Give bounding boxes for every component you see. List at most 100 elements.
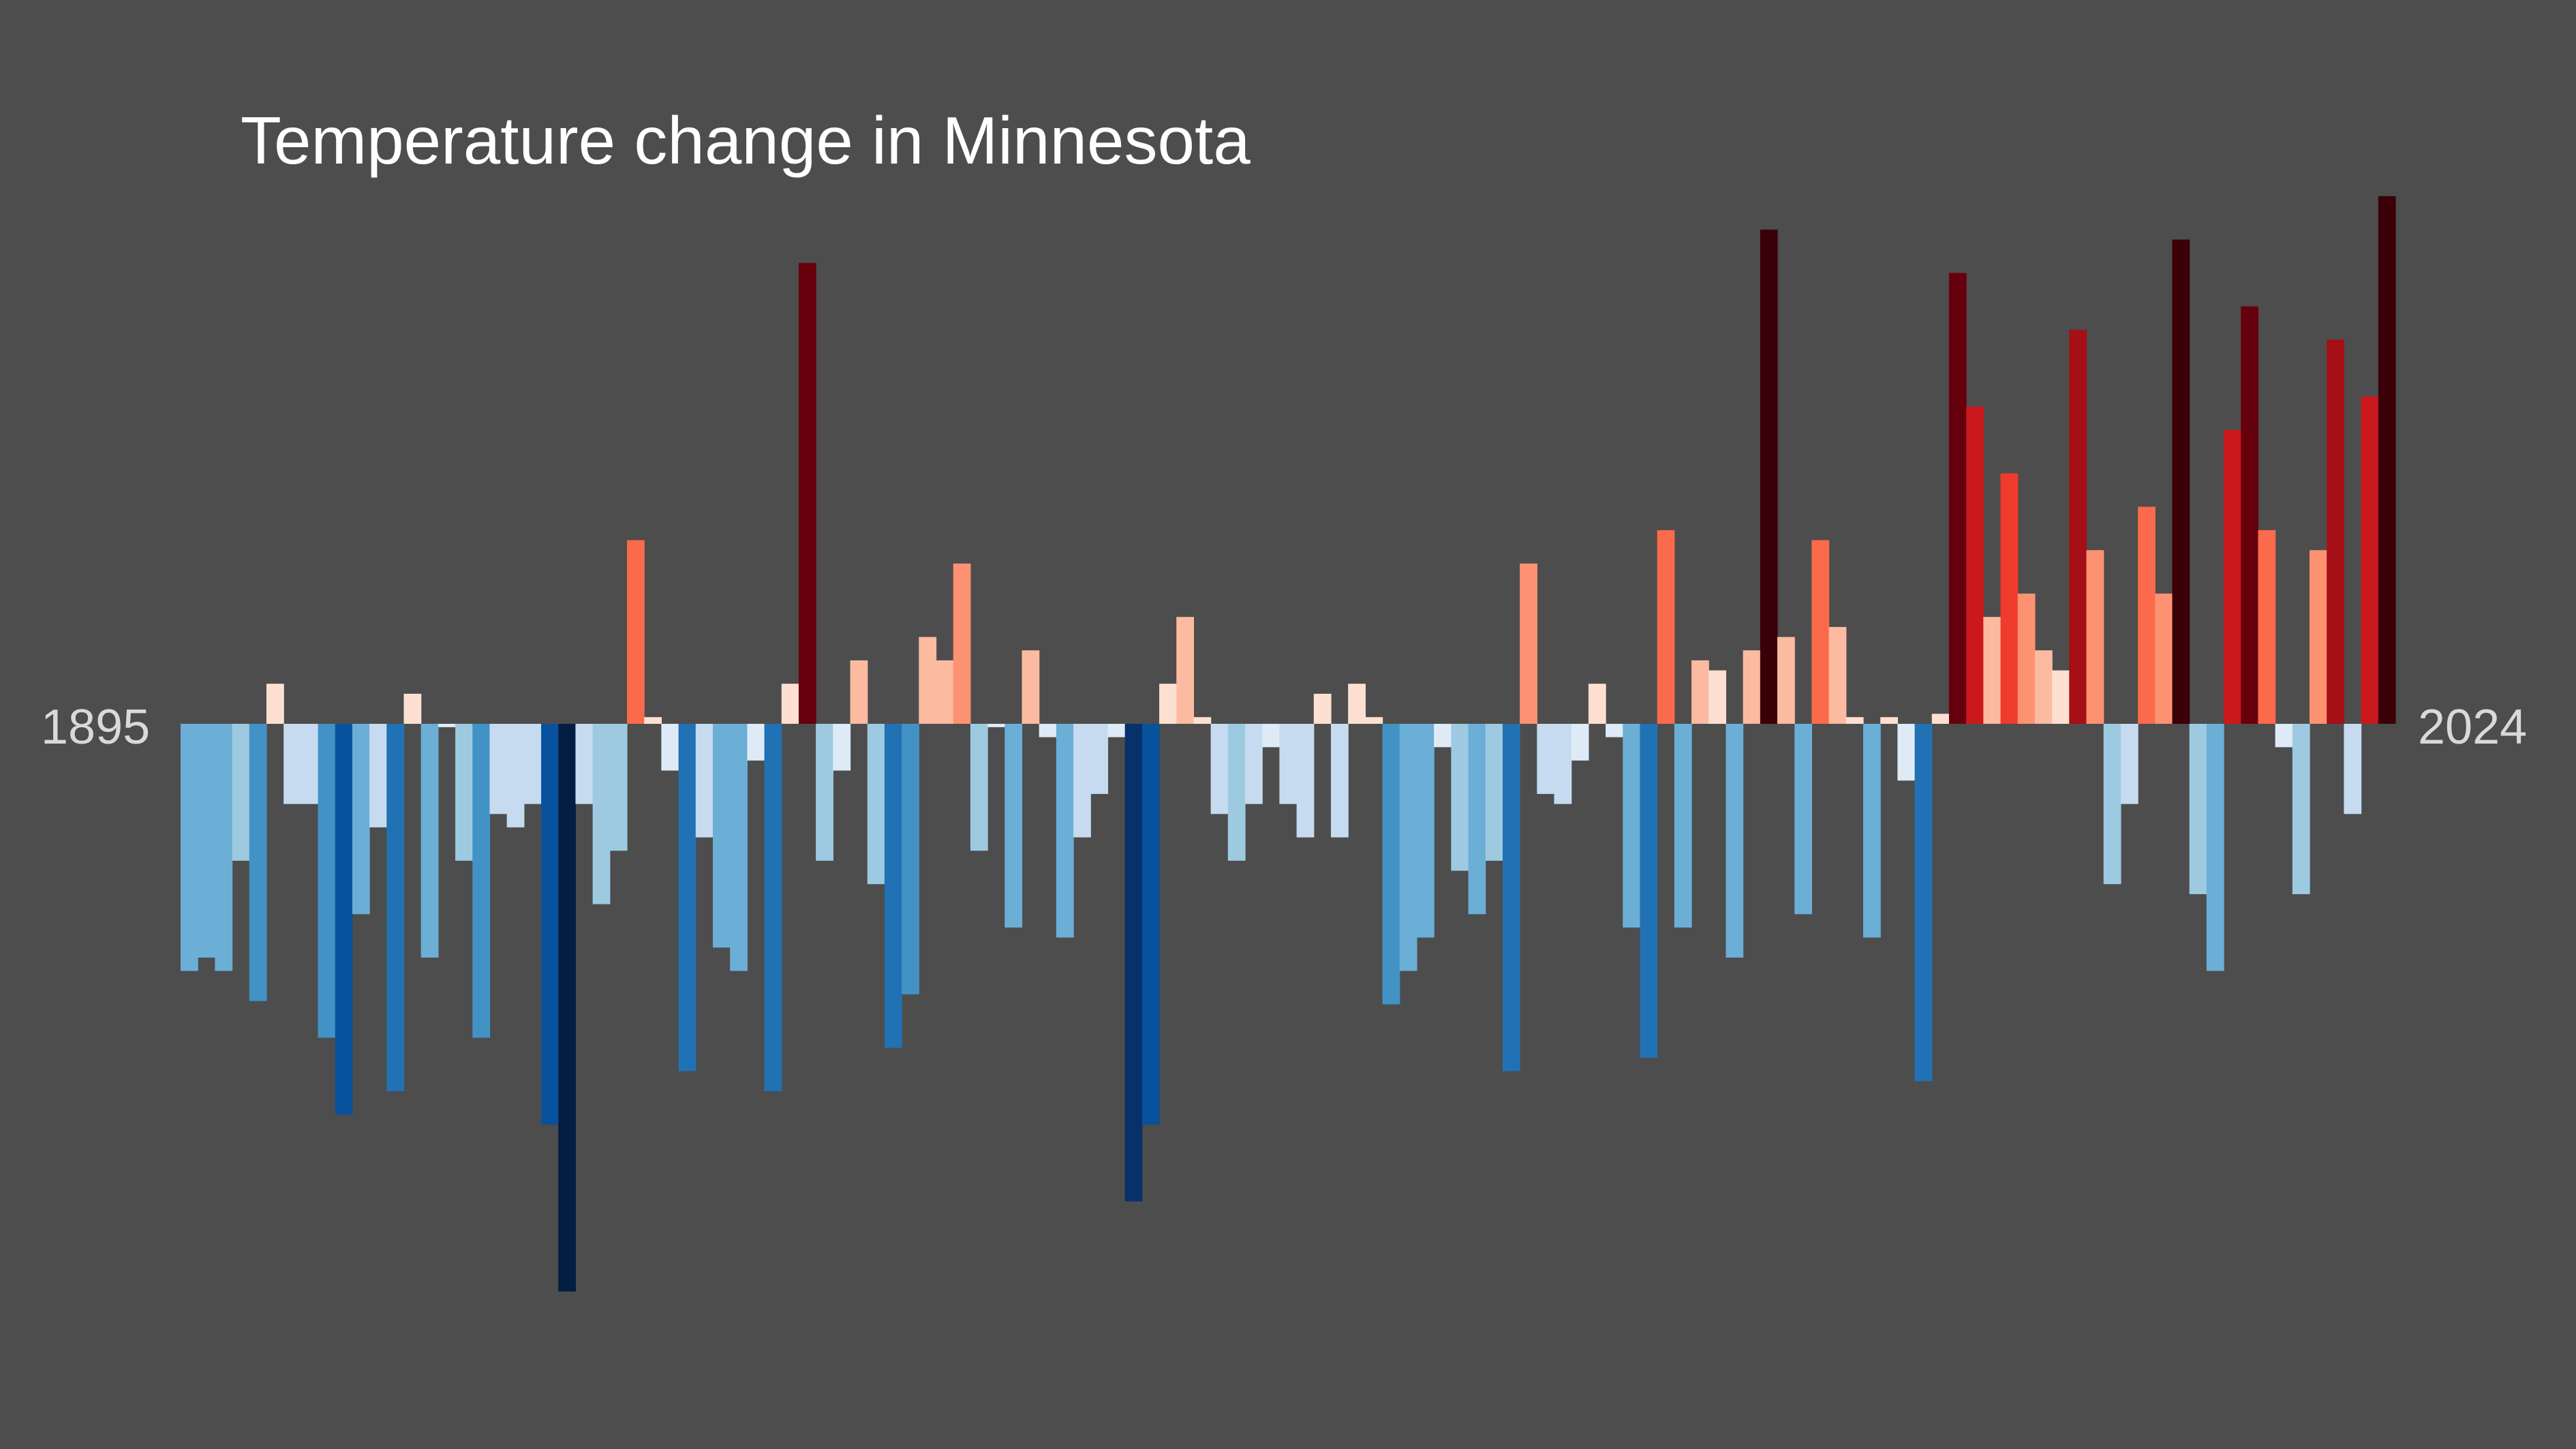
bar-1985 [1726, 724, 1744, 958]
bar-2015 [2241, 306, 2259, 724]
bar-1978 [1606, 724, 1623, 737]
bar-1920 [609, 724, 628, 851]
bar-1972 [1502, 724, 1520, 1071]
bar-1963 [1348, 684, 1366, 724]
bar-1953 [1176, 617, 1195, 724]
bar-1959 [1279, 724, 1298, 804]
bar-2016 [2258, 530, 2276, 724]
bar-1977 [1588, 684, 1606, 724]
bar-1969 [1451, 724, 1469, 871]
bar-2012 [2189, 724, 2207, 894]
bar-1981 [1657, 530, 1675, 724]
bar-2009 [2138, 506, 2156, 724]
bar-1902 [301, 724, 319, 804]
bar-1988 [1777, 637, 1795, 724]
bar-1900 [266, 684, 284, 724]
bar-1932 [816, 724, 833, 861]
bar-1982 [1674, 724, 1692, 928]
bar-1930 [781, 684, 799, 724]
bar-1931 [798, 262, 816, 724]
bar-1914 [506, 724, 525, 827]
bar-2017 [2275, 724, 2293, 748]
bar-1962 [1330, 724, 1349, 838]
bar-1991 [1828, 626, 1847, 724]
bar-1955 [1210, 724, 1229, 814]
bar-1986 [1743, 650, 1761, 724]
bar-1903 [318, 724, 336, 1038]
bar-1973 [1520, 563, 1537, 724]
bar-1938 [919, 637, 937, 724]
bar-1946 [1056, 724, 1074, 938]
bar-1961 [1313, 693, 1332, 724]
bar-1923 [661, 724, 679, 771]
bar-1994 [1880, 717, 1898, 724]
bar-1901 [283, 724, 301, 804]
bar-1976 [1571, 724, 1589, 761]
bar-1918 [575, 724, 594, 804]
bar-2018 [2292, 724, 2310, 894]
bar-1913 [489, 724, 508, 814]
bar-1993 [1862, 724, 1881, 938]
bar-1936 [884, 724, 902, 1048]
bar-1895 [181, 724, 198, 971]
bar-1943 [1005, 724, 1023, 928]
bar-2023 [2378, 196, 2396, 724]
bar-1975 [1554, 724, 1572, 804]
bars-group [181, 196, 2396, 1292]
bar-1947 [1073, 724, 1091, 838]
bar-1966 [1399, 724, 1417, 971]
bar-1997 [1931, 714, 1950, 724]
bar-1904 [335, 724, 353, 1115]
bar-1948 [1090, 724, 1109, 794]
bar-1905 [352, 724, 370, 915]
bar-1971 [1485, 724, 1503, 861]
bar-2014 [2224, 429, 2241, 724]
bar-1919 [592, 724, 611, 904]
bar-1996 [1914, 724, 1933, 1082]
bar-1974 [1537, 724, 1555, 794]
bar-1954 [1193, 717, 1212, 724]
bar-1921 [627, 540, 645, 724]
bar-2022 [2361, 396, 2379, 724]
bar-2003 [2034, 650, 2053, 724]
bar-1906 [369, 724, 387, 827]
bar-1984 [1708, 670, 1727, 724]
bar-1922 [644, 717, 662, 724]
bar-1956 [1227, 724, 1246, 861]
bar-1983 [1691, 660, 1709, 724]
bar-1995 [1897, 724, 1916, 781]
bar-1927 [730, 724, 748, 971]
bar-2005 [2069, 329, 2087, 724]
start-year-label: 1895 [41, 700, 151, 754]
bar-1897 [215, 724, 233, 971]
bar-1910 [438, 724, 456, 727]
bar-2013 [2206, 724, 2224, 971]
bar-1896 [198, 724, 215, 958]
bar-1980 [1640, 724, 1658, 1058]
bar-2010 [2155, 593, 2173, 724]
bar-1909 [420, 724, 439, 958]
bar-1979 [1623, 724, 1641, 928]
bar-2020 [2327, 339, 2345, 724]
bar-1908 [403, 693, 422, 724]
bar-1989 [1794, 724, 1813, 915]
bar-1968 [1434, 724, 1452, 748]
bar-1898 [232, 724, 250, 861]
bar-1899 [249, 724, 267, 1001]
bar-2019 [2310, 550, 2327, 724]
bar-1951 [1141, 724, 1160, 1125]
bar-1937 [902, 724, 919, 994]
chart-title: Temperature change in Minnesota [241, 103, 1251, 178]
bar-1907 [386, 724, 405, 1091]
bar-1939 [936, 660, 954, 724]
bar-1940 [953, 563, 971, 724]
bar-2004 [2052, 670, 2070, 724]
bar-1999 [1966, 406, 1984, 724]
bar-1965 [1382, 724, 1400, 1005]
bar-1917 [558, 724, 577, 1292]
bar-1912 [472, 724, 491, 1038]
bar-1933 [833, 724, 851, 771]
bar-1929 [764, 724, 782, 1091]
bar-2000 [1983, 617, 2002, 724]
